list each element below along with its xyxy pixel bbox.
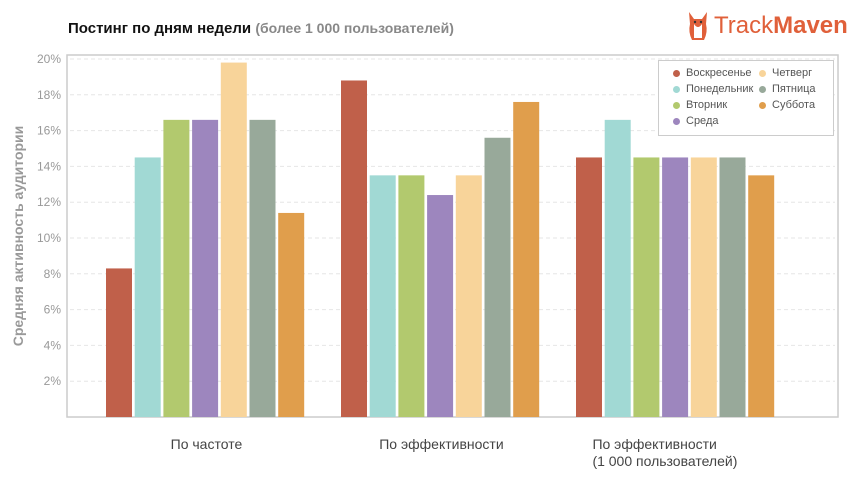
- legend-label: Понедельник: [686, 83, 754, 95]
- y-tick-label: 12%: [37, 195, 61, 209]
- legend-item: Воскресенье: [673, 67, 752, 79]
- corgi-logo-icon: [689, 12, 707, 40]
- legend-dot-icon: [759, 69, 766, 77]
- bar-5-0: [249, 119, 276, 418]
- bar-3-0: [192, 119, 219, 418]
- legend-dot-icon: [673, 85, 680, 93]
- bar-6-1: [513, 101, 540, 418]
- legend-item: Пятница: [759, 83, 816, 95]
- bar-6-0: [278, 212, 305, 417]
- y-tick-label: 6%: [44, 303, 62, 317]
- chart-title: Постинг по дням недели (более 1 000 поль…: [68, 20, 454, 37]
- legend-label: Вторник: [686, 99, 728, 111]
- logo-wordmark: TrackMaven: [714, 12, 848, 39]
- bar-2-1: [398, 175, 425, 417]
- bar-0-2: [576, 157, 602, 417]
- x-category-label: По частоте: [171, 436, 243, 452]
- bar-3-1: [427, 195, 454, 417]
- bar-5-2: [719, 157, 746, 417]
- title-subtitle: (более 1 000 пользователей): [255, 20, 454, 36]
- bar-1-2: [604, 119, 631, 418]
- y-tick-label: 14%: [37, 159, 61, 173]
- y-tick-label: 2%: [44, 374, 62, 388]
- bar-4-0: [220, 62, 247, 417]
- y-tick-label: 18%: [37, 88, 61, 102]
- bar-4-2: [690, 157, 717, 417]
- legend-label: Пятница: [772, 83, 816, 95]
- x-category-label: По эффективности: [592, 436, 716, 452]
- legend-dot-icon: [759, 101, 766, 109]
- legend-item: Суббота: [759, 99, 815, 111]
- legend-label: Воскресенье: [686, 67, 752, 79]
- bar-0-0: [106, 268, 132, 417]
- bar-4-1: [455, 175, 482, 417]
- y-tick-label: 8%: [44, 267, 62, 281]
- bar-0-1: [341, 80, 367, 417]
- legend-item: Среда: [673, 115, 718, 127]
- y-axis-label: Средняя активность аудитории: [10, 126, 26, 347]
- legend-item: Вторник: [673, 99, 727, 111]
- bar-1-1: [369, 175, 396, 417]
- bar-2-2: [633, 157, 660, 417]
- x-category-label: (1 000 пользователей): [592, 453, 737, 469]
- legend-label: Четверг: [772, 67, 813, 79]
- legend-item: Четверг: [759, 67, 812, 79]
- bar-2-0: [163, 119, 190, 418]
- y-tick-label: 16%: [37, 124, 61, 138]
- y-tick-label: 20%: [37, 52, 61, 66]
- legend-label: Суббота: [772, 99, 816, 111]
- legend-dot-icon: [673, 69, 680, 77]
- bar-3-2: [662, 157, 689, 417]
- y-tick-label: 10%: [37, 231, 61, 245]
- legend-label: Среда: [686, 115, 719, 127]
- trackmaven-logo: TrackMaven: [686, 10, 848, 42]
- legend-dot-icon: [673, 101, 680, 109]
- bar-6-2: [748, 175, 775, 417]
- chart-legend: Воскресенье Понедельник Вторник Среда Четвер…: [658, 60, 834, 136]
- legend-item: Понедельник: [673, 83, 753, 95]
- title-main: Постинг по дням недели: [68, 20, 252, 37]
- legend-dot-icon: [673, 117, 680, 125]
- legend-dot-icon: [759, 85, 766, 93]
- bar-5-1: [484, 137, 511, 417]
- y-tick-label: 4%: [44, 338, 62, 352]
- bar-1-0: [134, 157, 161, 417]
- x-category-label: По эффективности: [379, 436, 503, 452]
